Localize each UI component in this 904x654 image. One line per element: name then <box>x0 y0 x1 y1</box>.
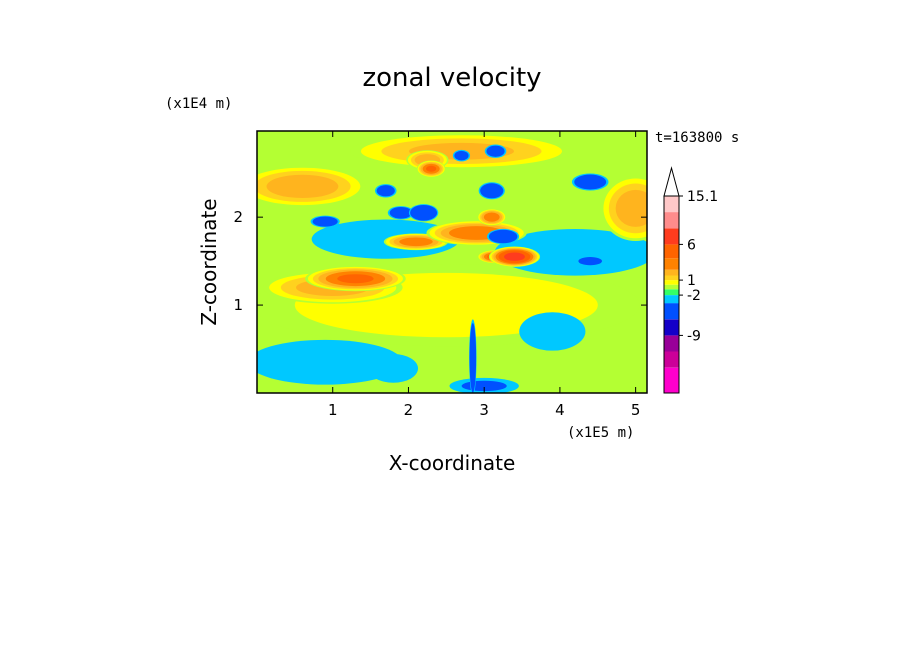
colorbar-label: 15.1 <box>687 189 718 205</box>
plot-frame <box>256 130 648 394</box>
velocity-contour <box>337 274 374 284</box>
colorbar-segment <box>664 303 679 320</box>
y-multiplier-label: (x1E4 m) <box>165 96 232 112</box>
colorbar-label: -2 <box>687 288 701 304</box>
x-tick-label: 4 <box>555 401 565 419</box>
velocity-contour <box>486 145 505 157</box>
colorbar-segment <box>664 244 679 259</box>
x-tick-label: 2 <box>404 401 414 419</box>
colorbar-segment <box>664 351 679 368</box>
x-tick-label: 3 <box>479 401 489 419</box>
colorbar-segment <box>664 212 679 229</box>
velocity-contour <box>425 165 437 172</box>
velocity-contour <box>266 174 339 198</box>
colorbar-segment <box>664 258 679 270</box>
y-tick-label: 2 <box>233 208 243 226</box>
colorbar: 15.1 6 1-2 -9 <box>663 166 718 394</box>
velocity-contour <box>504 252 525 261</box>
x-axis-ticks: 1 2 3 4 5 <box>328 131 640 419</box>
velocity-contour <box>399 237 433 247</box>
colorbar-segment <box>664 269 679 276</box>
velocity-contour <box>615 189 647 227</box>
velocity-contour <box>494 229 647 276</box>
colorbar-segment <box>664 196 679 213</box>
colorbar-label: -9 <box>687 328 701 344</box>
x-multiplier-label: (x1E5 m) <box>567 425 634 441</box>
velocity-contour <box>483 212 500 222</box>
colorbar-segment <box>664 319 679 336</box>
velocity-contour <box>312 216 338 227</box>
velocity-contour <box>469 323 477 393</box>
time-label: t=163800 s <box>655 130 739 146</box>
colorbar-segment <box>664 335 679 352</box>
velocity-contour <box>574 174 607 190</box>
colorbar-segment <box>664 289 679 296</box>
velocity-contour <box>389 206 413 219</box>
velocity-contour <box>488 229 518 244</box>
colorbar-segment <box>664 295 679 304</box>
velocity-contour <box>454 150 469 161</box>
y-axis-label: Z-coordinate <box>197 198 221 325</box>
velocity-field <box>257 131 647 393</box>
colorbar-segment <box>664 284 679 290</box>
colorbar-extend-arrow <box>663 166 680 197</box>
colorbar-label: 1 <box>687 273 696 289</box>
velocity-contour <box>410 204 438 221</box>
x-tick-label: 5 <box>631 401 641 419</box>
x-tick-label: 1 <box>328 401 338 419</box>
velocity-contour <box>376 185 395 197</box>
y-axis-ticks: 12 <box>233 208 647 314</box>
velocity-contour <box>519 312 586 351</box>
colorbar-segment <box>664 280 679 285</box>
chart-title: zonal velocity <box>362 63 541 93</box>
colorbar-segment <box>664 367 679 393</box>
colorbar-segment <box>664 228 679 245</box>
velocity-contour <box>578 257 603 266</box>
x-axis-label: X-coordinate <box>389 451 516 475</box>
colorbar-segment <box>664 275 679 281</box>
velocity-contour <box>480 183 504 199</box>
y-tick-label: 1 <box>233 296 243 314</box>
colorbar-label: 6 <box>687 237 696 253</box>
velocity-contour <box>257 339 403 385</box>
